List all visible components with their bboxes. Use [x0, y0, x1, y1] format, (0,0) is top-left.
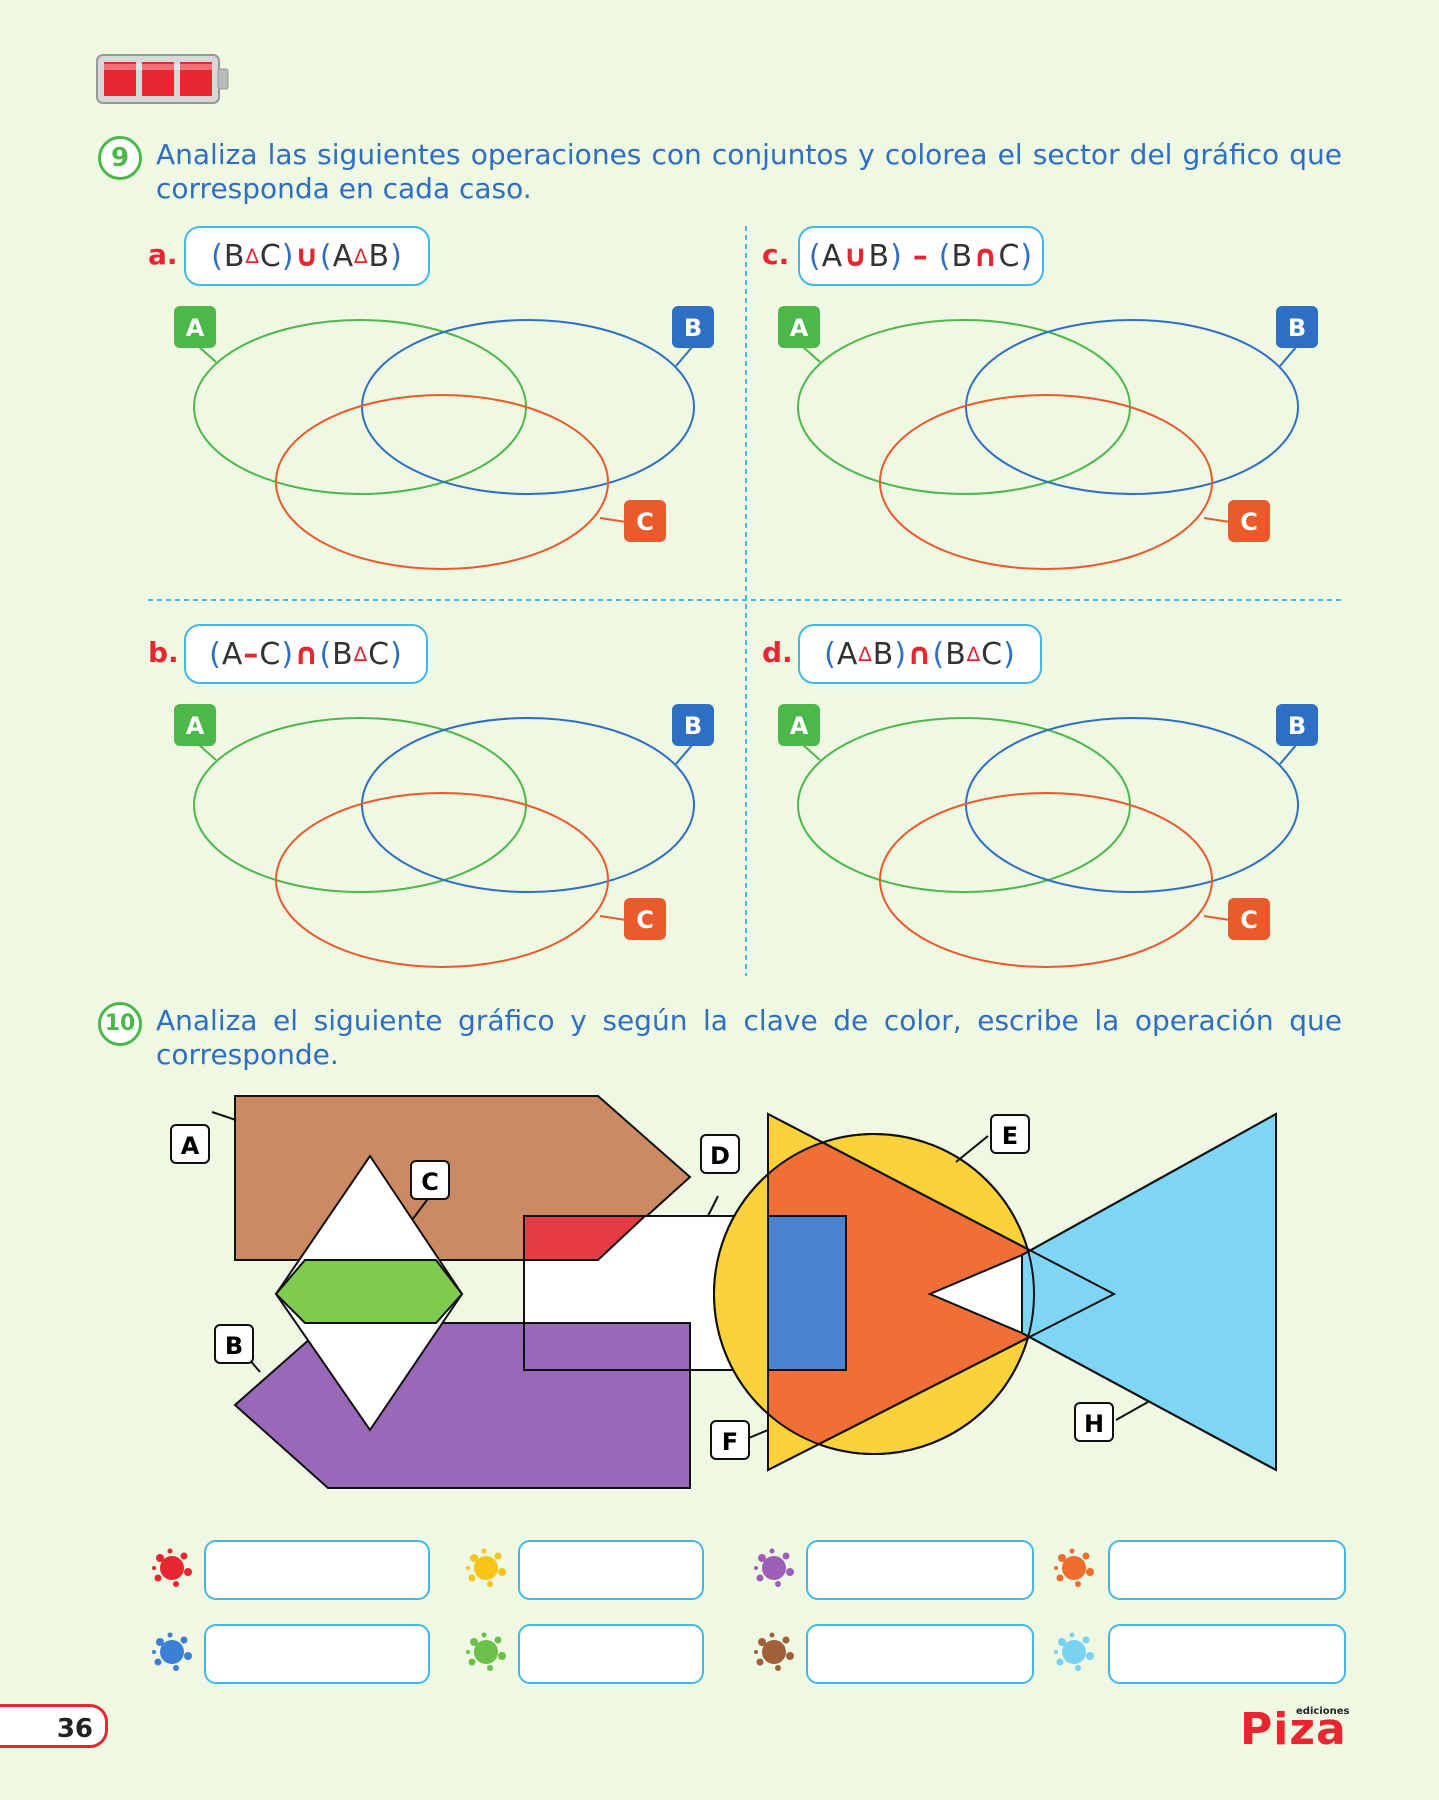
question-9-text: Analiza las siguientes operaciones con c…: [156, 138, 1342, 205]
set-b-ellipse[interactable]: [965, 319, 1299, 495]
region-lightblue-tip: [927, 1253, 1023, 1335]
figure-label-e: E: [990, 1114, 1030, 1154]
set-c-tag: [624, 500, 666, 542]
paint-splash-orange-icon: [1054, 1548, 1094, 1587]
set-a-label: A: [186, 314, 205, 342]
page-number: 36: [0, 1704, 108, 1748]
question-10-text: Analiza el siguiente gráfico y según la …: [156, 1004, 1342, 1071]
answer-box-orange[interactable]: [1108, 1540, 1346, 1600]
answer-box-blue[interactable]: [204, 1624, 430, 1684]
set-a-tag: [778, 306, 820, 348]
set-b-ellipse[interactable]: [965, 717, 1299, 893]
item-d-operation: (A ∆ B) ∩(B ∆ C): [798, 624, 1042, 684]
set-a-label: A: [186, 712, 205, 740]
answer-box-light-blue[interactable]: [1108, 1624, 1346, 1684]
set-c-ellipse[interactable]: [879, 792, 1213, 968]
paint-splash-red-icon: [152, 1548, 192, 1587]
figure-label-a: A: [170, 1124, 210, 1164]
set-b-label: B: [684, 712, 702, 740]
region-blue: [767, 1215, 847, 1371]
q10-figure: [211, 1095, 1277, 1489]
figure-label-f: F: [710, 1420, 750, 1460]
set-b-label: B: [1288, 712, 1306, 740]
set-b-label: B: [1288, 314, 1306, 342]
set-c-label: C: [636, 508, 654, 536]
quadrant-dividers: [148, 226, 1344, 976]
region-purple-overlap: [523, 1322, 691, 1371]
region-red: [523, 1215, 648, 1261]
set-a-label: A: [790, 314, 809, 342]
item-b-label: b.: [148, 636, 179, 669]
set-b-ellipse[interactable]: [361, 717, 695, 893]
set-c-ellipse[interactable]: [275, 792, 609, 968]
paint-splash-brown-icon: [754, 1632, 794, 1671]
set-c-label: C: [1240, 508, 1258, 536]
figure-label-c: C: [410, 1160, 450, 1200]
set-c-label: C: [636, 906, 654, 934]
set-a-tag: [174, 306, 216, 348]
paint-splash-blue-icon: [152, 1632, 192, 1671]
venn-diagrams: A B C A B C A B C A B C: [174, 306, 1318, 968]
set-c-ellipse[interactable]: [275, 394, 609, 570]
battery-full-icon: [96, 54, 229, 104]
question-number-10: 10: [98, 1002, 142, 1046]
brand-small: ediciones: [1296, 1706, 1350, 1717]
paint-splash-purple-icon: [754, 1548, 794, 1587]
item-a-operation: (B ∆ C) ∪(A ∆ B): [184, 226, 430, 286]
figure-label-b: B: [214, 1324, 254, 1364]
answer-box-red[interactable]: [204, 1540, 430, 1600]
venn-diagram-d[interactable]: A B C: [778, 704, 1318, 968]
item-c-operation: (A ∪ B) –(B ∩ C): [798, 226, 1044, 286]
answer-box-yellow[interactable]: [518, 1540, 704, 1600]
shape-h-triangle: [1021, 1112, 1277, 1472]
paint-splash-yellow-icon: [466, 1548, 506, 1587]
set-c-tag: [624, 898, 666, 940]
answer-box-green[interactable]: [518, 1624, 704, 1684]
answer-box-brown[interactable]: [806, 1624, 1034, 1684]
venn-diagram-b[interactable]: A B C: [174, 704, 714, 968]
answer-box-purple[interactable]: [806, 1540, 1034, 1600]
set-a-tag: [174, 704, 216, 746]
item-c-label: c.: [762, 238, 790, 271]
figure-label-h: H: [1074, 1402, 1114, 1442]
set-a-tag: [778, 704, 820, 746]
set-b-label: B: [684, 314, 702, 342]
region-green: [274, 1259, 464, 1324]
brand-text: Piza: [1240, 1704, 1347, 1755]
set-b-tag: [672, 306, 714, 348]
figure-label-d: D: [700, 1134, 740, 1174]
question-number-9: 9: [98, 136, 142, 180]
set-a-label: A: [790, 712, 809, 740]
venn-diagram-a[interactable]: A B C: [174, 306, 714, 570]
item-d-label: d.: [762, 636, 793, 669]
set-b-tag: [1276, 306, 1318, 348]
set-b-tag: [672, 704, 714, 746]
item-b-operation: (A – C) ∩(B ∆ C): [184, 624, 428, 684]
venn-diagram-c[interactable]: A B C: [778, 306, 1318, 570]
set-c-label: C: [1240, 906, 1258, 934]
set-c-tag: [1228, 500, 1270, 542]
paint-splash-light-blue-icon: [1054, 1632, 1094, 1671]
item-a-label: a.: [148, 238, 178, 271]
paint-splash-green-icon: [466, 1632, 506, 1671]
set-c-ellipse[interactable]: [879, 394, 1213, 570]
set-b-tag: [1276, 704, 1318, 746]
set-b-ellipse[interactable]: [361, 319, 695, 495]
set-c-tag: [1228, 898, 1270, 940]
brand-logo: Piza: [1240, 1704, 1347, 1755]
